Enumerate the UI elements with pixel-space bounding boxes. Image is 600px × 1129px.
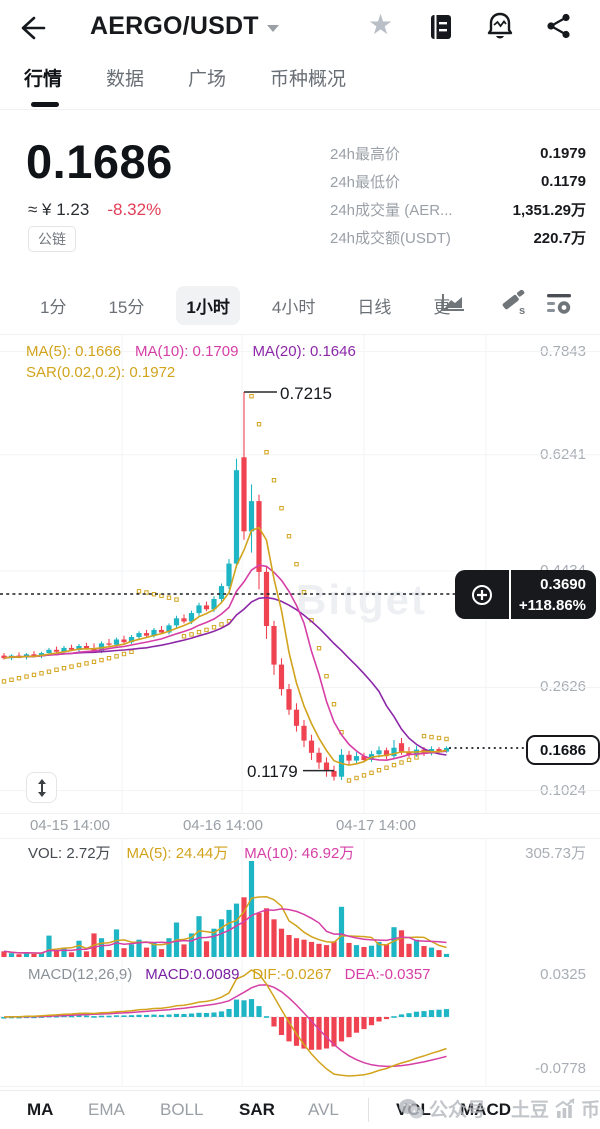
stat-label: 24h成交量 (AER... [330,201,453,219]
watermark-prefix: 公众号 [429,1100,487,1121]
divider [368,1098,369,1122]
tf-1min[interactable]: 1分 [40,298,67,317]
current-price-badge[interactable]: 0.1686 [526,735,600,765]
chevron-down-icon [266,24,279,32]
indicator-macd[interactable]: MACD [460,1100,511,1119]
category-chip[interactable]: 公链 [28,226,76,252]
stat-value: 1,351.29万 [512,201,586,219]
stat-value: 0.1179 [540,172,586,190]
legend-sar: SAR(0.02,0.2): 0.1972 [26,364,176,381]
share-icon[interactable] [546,13,572,44]
legend-ma20: MA(20): 0.1646 [252,343,356,360]
candlestick-chart[interactable] [0,335,600,813]
legend-ma5: MA(5): 0.1666 [26,343,122,360]
stat-row: 24h最低价 0.1179 [330,167,586,195]
y-axis-expand-button[interactable] [26,772,57,803]
plus-circle-icon [455,570,509,619]
watermark-name-right: 币 [581,1100,600,1121]
tab-quotes[interactable]: 行情 [24,69,63,90]
chart-style-icon[interactable] [441,293,465,318]
header-bar: AERGO/USDT ★ [0,0,600,56]
alert-price: 0.3690 [540,575,586,593]
watermark-name-left: 土豆 [511,1100,550,1121]
y-axis-label: 0.2626 [540,678,586,695]
back-button[interactable] [16,14,46,42]
draw-tool-icon[interactable]: s [499,289,529,321]
stat-label: 24h最高价 [330,145,401,163]
tf-15min[interactable]: 15分 [108,298,145,317]
macd-legend-macd: MACD:0.0089 [145,966,240,983]
change-percent: -8.32% [107,200,162,219]
divider [0,1086,600,1087]
tf-4hour[interactable]: 4小时 [271,298,316,317]
vol-legend-ma5: MA(5): 24.44万 [126,845,229,862]
vol-legend-vol: VOL: 2.72万 [28,845,111,862]
stat-row: 24h成交量 (AER... 1,351.29万 [330,195,586,223]
macd-legend-params: MACD(12,26,9) [28,966,133,983]
legend-ma10: MA(10): 0.1709 [135,343,239,360]
indicator-boll[interactable]: BOLL [160,1100,204,1119]
divider [509,570,511,619]
x-axis-label: 04-17 14:00 [335,817,417,834]
price-alert-bell-icon[interactable] [486,12,514,47]
timeframe-toolbar: 1分 15分 1小时 4小时 日线 更 [30,286,460,325]
pair-selector[interactable]: AERGO/USDT [90,12,279,41]
indicator-settings-icon[interactable] [545,292,573,321]
macd-legend-dea: DEA:-0.0357 [344,966,431,983]
rising-chart-icon [555,1097,575,1118]
macd-chart[interactable] [0,962,600,1086]
stat-label: 24h最低价 [330,173,401,191]
orderbook-icon[interactable] [428,13,454,46]
stat-label: 24h成交额(USDT) [330,229,451,247]
vol-y-max-label: 305.73万 [525,845,586,862]
divider [0,334,600,335]
tf-daily[interactable]: 日线 [357,298,392,317]
last-price: 0.1686 [26,135,173,188]
indicator-ma[interactable]: MA [27,1100,54,1119]
volume-chart[interactable] [0,838,600,962]
tab-data[interactable]: 数据 [106,69,145,90]
favorite-star-icon[interactable]: ★ [368,9,394,40]
tf-1hour[interactable]: 1小时 [176,286,240,325]
nav-tabs: 行情 数据 广场 币种概况 [0,56,600,110]
channel-watermark: 公众号 土豆 币 [398,1095,600,1122]
tf-more[interactable]: 更 [433,298,451,317]
divider [0,838,600,839]
macd-legend-dif: DIF:-0.0267 [252,966,332,983]
tab-square[interactable]: 广场 [188,69,227,90]
indicator-ema[interactable]: EMA [88,1100,125,1119]
pair-title: AERGO/USDT [90,12,259,40]
fiat-value: ≈ ¥ 1.23 [28,200,90,219]
bitget-watermark: Bitget [296,576,427,623]
indicator-avl[interactable]: AVL [308,1100,339,1119]
stat-value: 0.1979 [540,144,586,162]
low-annotation: 0.1179 [247,762,298,781]
divider [0,109,600,110]
svg-text:s: s [519,305,525,316]
high-annotation: 0.7215 [280,384,332,403]
indicator-sar[interactable]: SAR [239,1100,275,1119]
stat-value: 220.7万 [533,229,586,247]
x-axis-label: 04-16 14:00 [182,817,264,834]
stat-row: 24h最高价 0.1979 [330,139,586,167]
active-tab-underline [31,102,59,107]
vol-legend-ma10: MA(10): 46.92万 [244,845,355,862]
alert-change: +118.86% [518,596,586,614]
alert-price-badge[interactable]: 0.3690 +118.86% [455,570,596,619]
wechat-icon [399,1098,424,1118]
stat-row: 24h成交额(USDT) 220.7万 [330,223,586,251]
macd-y-max-label: 0.0325 [540,966,586,983]
divider [0,813,600,814]
indicator-bar: MA EMA BOLL SAR AVL VOL MACD 公众号 土豆 币 [0,1090,600,1129]
stats-panel: 24h最高价 0.1979 24h最低价 0.1179 24h成交量 (AER.… [330,139,586,251]
tab-coin-overview[interactable]: 币种概况 [270,69,347,90]
x-axis-label: 04-15 14:00 [29,817,111,834]
macd-y-min-label: -0.0778 [535,1060,586,1077]
